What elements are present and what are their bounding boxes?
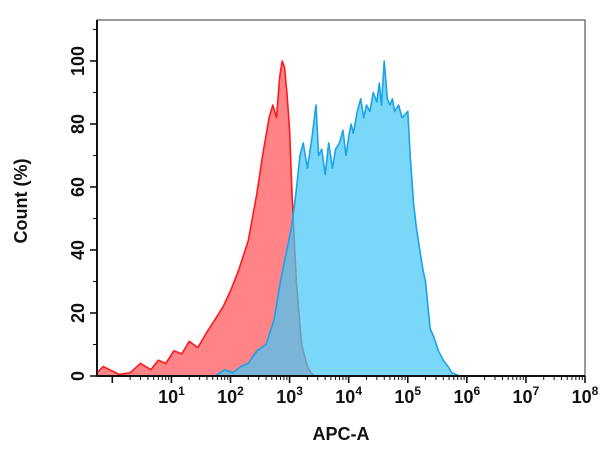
x-tick-label: 102 xyxy=(217,384,244,407)
x-tick-base: 10 xyxy=(217,387,237,407)
x-tick-label: 107 xyxy=(513,384,540,407)
x-tick-exponent: 8 xyxy=(592,384,599,398)
y-tick-label: 80 xyxy=(68,114,88,134)
axes xyxy=(90,19,586,383)
y-tick-label: 0 xyxy=(68,371,88,381)
x-tick-base: 10 xyxy=(335,387,355,407)
x-tick-base: 10 xyxy=(513,387,533,407)
y-tick-label: 60 xyxy=(68,177,88,197)
x-tick-label: 103 xyxy=(276,384,303,407)
x-tick-exponent: 4 xyxy=(355,384,362,398)
x-tick-exponent: 1 xyxy=(178,384,185,398)
histogram-areas xyxy=(96,60,461,377)
x-tick-base: 10 xyxy=(453,387,473,407)
series-1-area xyxy=(96,60,315,377)
x-tick-label: 104 xyxy=(335,384,362,407)
x-tick-base: 10 xyxy=(276,387,296,407)
x-tick-base: 10 xyxy=(394,387,414,407)
y-tick-label: 40 xyxy=(68,240,88,260)
x-tick-base: 10 xyxy=(158,387,178,407)
x-tick-exponent: 3 xyxy=(296,384,303,398)
x-tick-label: 108 xyxy=(572,384,599,407)
series-2-area xyxy=(214,60,461,377)
x-tick-exponent: 6 xyxy=(474,384,481,398)
x-tick-exponent: 2 xyxy=(237,384,244,398)
x-tick-exponent: 7 xyxy=(533,384,540,398)
y-tick-label: 20 xyxy=(68,303,88,323)
x-tick-exponent: 5 xyxy=(414,384,421,398)
x-tick-base: 10 xyxy=(572,387,592,407)
x-tick-label: 101 xyxy=(158,384,185,407)
x-tick-label: 105 xyxy=(394,384,421,407)
y-tick-label: 100 xyxy=(68,46,88,76)
y-axis-title: Count (%) xyxy=(11,159,31,244)
x-axis-title: APC-A xyxy=(313,424,370,444)
x-tick-label: 106 xyxy=(453,384,480,407)
